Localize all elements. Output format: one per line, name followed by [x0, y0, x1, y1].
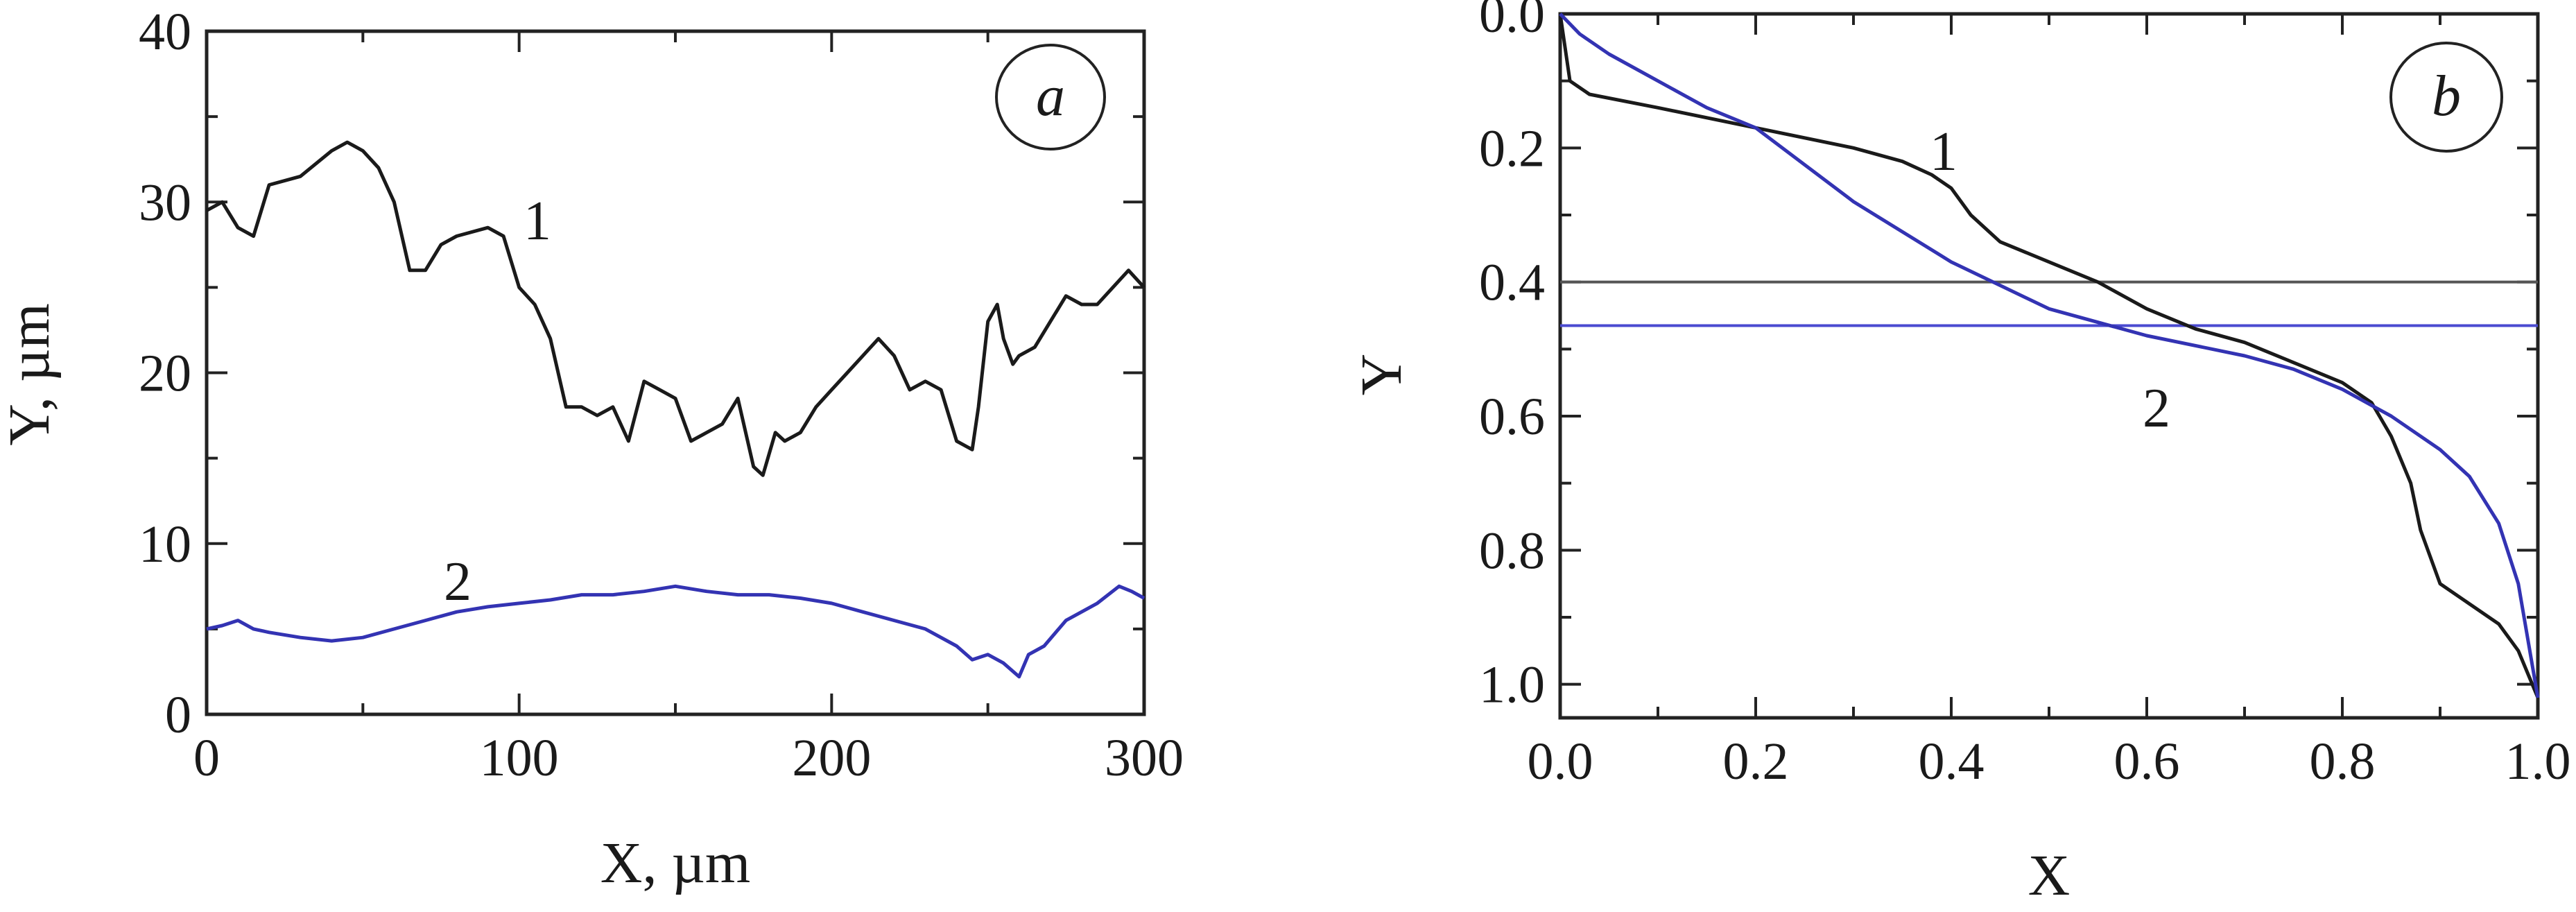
plot-frame [205, 29, 1146, 716]
series-line-2 [206, 584, 1146, 679]
series-label-1: 1 [524, 191, 551, 252]
y-axis-title: Y [1349, 354, 1414, 396]
y-tick-label: 1.0 [1479, 656, 1545, 714]
y-tick-label: 0.2 [1479, 119, 1545, 178]
x-tick-label: 0 [193, 729, 220, 787]
panel-label: a [1036, 64, 1065, 128]
y-tick-label: 10 [139, 515, 191, 574]
x-tick-label: 0.8 [2310, 732, 2376, 791]
y-tick-label: 0.8 [1479, 522, 1545, 580]
panel-label-circle [995, 44, 1106, 150]
x-tick-label: 100 [480, 729, 559, 787]
series-label-1: 1 [1930, 121, 1957, 182]
x-tick-label: 0.2 [1723, 732, 1789, 791]
y-tick-label: 0 [165, 686, 191, 744]
x-axis-title: X [2028, 843, 2071, 908]
series-line-1 [1558, 13, 2540, 698]
y-tick-label: 0.6 [1479, 388, 1545, 446]
y-axis-title: Y, µm [0, 303, 62, 446]
series-line-2 [1559, 12, 2540, 698]
x-tick-label: 1.0 [2505, 732, 2571, 791]
x-axis-title: X, µm [600, 831, 750, 895]
x-tick-label: 0.6 [2114, 732, 2180, 791]
y-tick-label: 0.4 [1479, 254, 1545, 312]
chart-panel-b: 0.0 0.2 0.4 0.6 0.8 1.0 0.0 0.2 0.4 0.6 0.8 1.0 1 2 b X… [1349, 0, 2571, 908]
series-line-1 [205, 140, 1146, 477]
series-label-2: 2 [444, 551, 472, 612]
y-tick-label: 0.0 [1479, 0, 1545, 44]
panel-label: b [2432, 64, 2461, 128]
x-tick-label: 0.0 [1528, 732, 1593, 791]
y-tick-label: 40 [139, 3, 191, 61]
panel-label-circle [2389, 42, 2503, 153]
y-tick-label: 20 [139, 345, 191, 403]
chart-panel-a: 0 100 200 300 0 10 20 30 40 1 2 a X, µm Y, µm [0, 3, 1184, 895]
y-tick-label: 30 [139, 173, 191, 232]
x-tick-label: 300 [1105, 729, 1184, 787]
x-tick-label: 200 [792, 729, 871, 787]
series-label-2: 2 [2143, 378, 2170, 439]
x-tick-label: 0.4 [1919, 732, 1985, 791]
